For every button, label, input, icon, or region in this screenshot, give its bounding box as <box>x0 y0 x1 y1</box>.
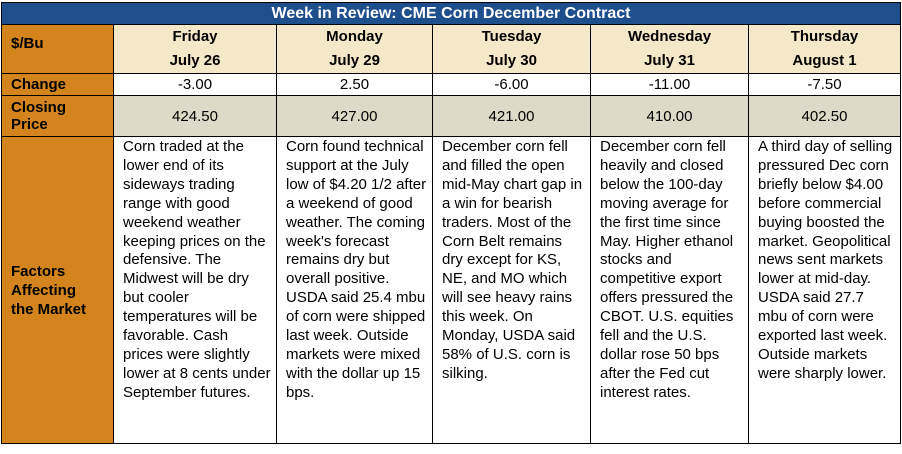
day-name: Thursday <box>790 28 859 45</box>
label-line: the Market <box>11 300 87 318</box>
factors-text: A third day of selling pressured Dec cor… <box>748 136 901 444</box>
change-value: -6.00 <box>432 73 591 96</box>
closing-price-row-label: Closing Price <box>1 95 114 137</box>
day-header-monday: Monday July 29 <box>276 24 433 74</box>
day-name: Friday <box>172 28 218 45</box>
factors-text: Corn found technical support at the July… <box>276 136 433 444</box>
label-line: Affecting <box>11 281 76 299</box>
closing-price-value: 421.00 <box>432 95 591 137</box>
day-date: August 1 <box>792 52 857 69</box>
closing-price-value: 427.00 <box>276 95 433 137</box>
label-line: Factors <box>11 262 66 280</box>
day-header-tuesday: Tuesday July 30 <box>432 24 591 74</box>
day-header-wednesday: Wednesday July 31 <box>590 24 749 74</box>
day-name: Monday <box>326 28 383 45</box>
day-name: Wednesday <box>627 28 712 45</box>
label-line: Closing <box>11 99 66 116</box>
change-value: -11.00 <box>590 73 749 96</box>
day-header-thursday: Thursday August 1 <box>748 24 901 74</box>
factors-text: December corn fell heavily and closed be… <box>590 136 749 444</box>
day-date: July 31 <box>644 52 695 69</box>
closing-price-value: 424.50 <box>113 95 277 137</box>
table-title: Week in Review: CME Corn December Contra… <box>1 2 901 25</box>
change-value: -3.00 <box>113 73 277 96</box>
factors-text: Corn traded at the lower end of its side… <box>113 136 277 444</box>
day-header-friday: Friday July 26 <box>113 24 277 74</box>
change-value: 2.50 <box>276 73 433 96</box>
week-in-review-table: Week in Review: CME Corn December Contra… <box>1 2 901 444</box>
day-name: Tuesday <box>481 28 542 45</box>
closing-price-value: 410.00 <box>590 95 749 137</box>
factors-text: December corn fell and filled the open m… <box>432 136 591 444</box>
label-line: Price <box>11 116 48 133</box>
change-row-label: Change <box>1 73 114 96</box>
closing-price-value: 402.50 <box>748 95 901 137</box>
units-label: $/Bu <box>1 24 114 74</box>
day-date: July 29 <box>329 52 380 69</box>
day-date: July 26 <box>169 52 221 69</box>
factors-row-label: Factors Affecting the Market <box>1 136 114 444</box>
change-value: -7.50 <box>748 73 901 96</box>
day-date: July 30 <box>486 52 537 69</box>
